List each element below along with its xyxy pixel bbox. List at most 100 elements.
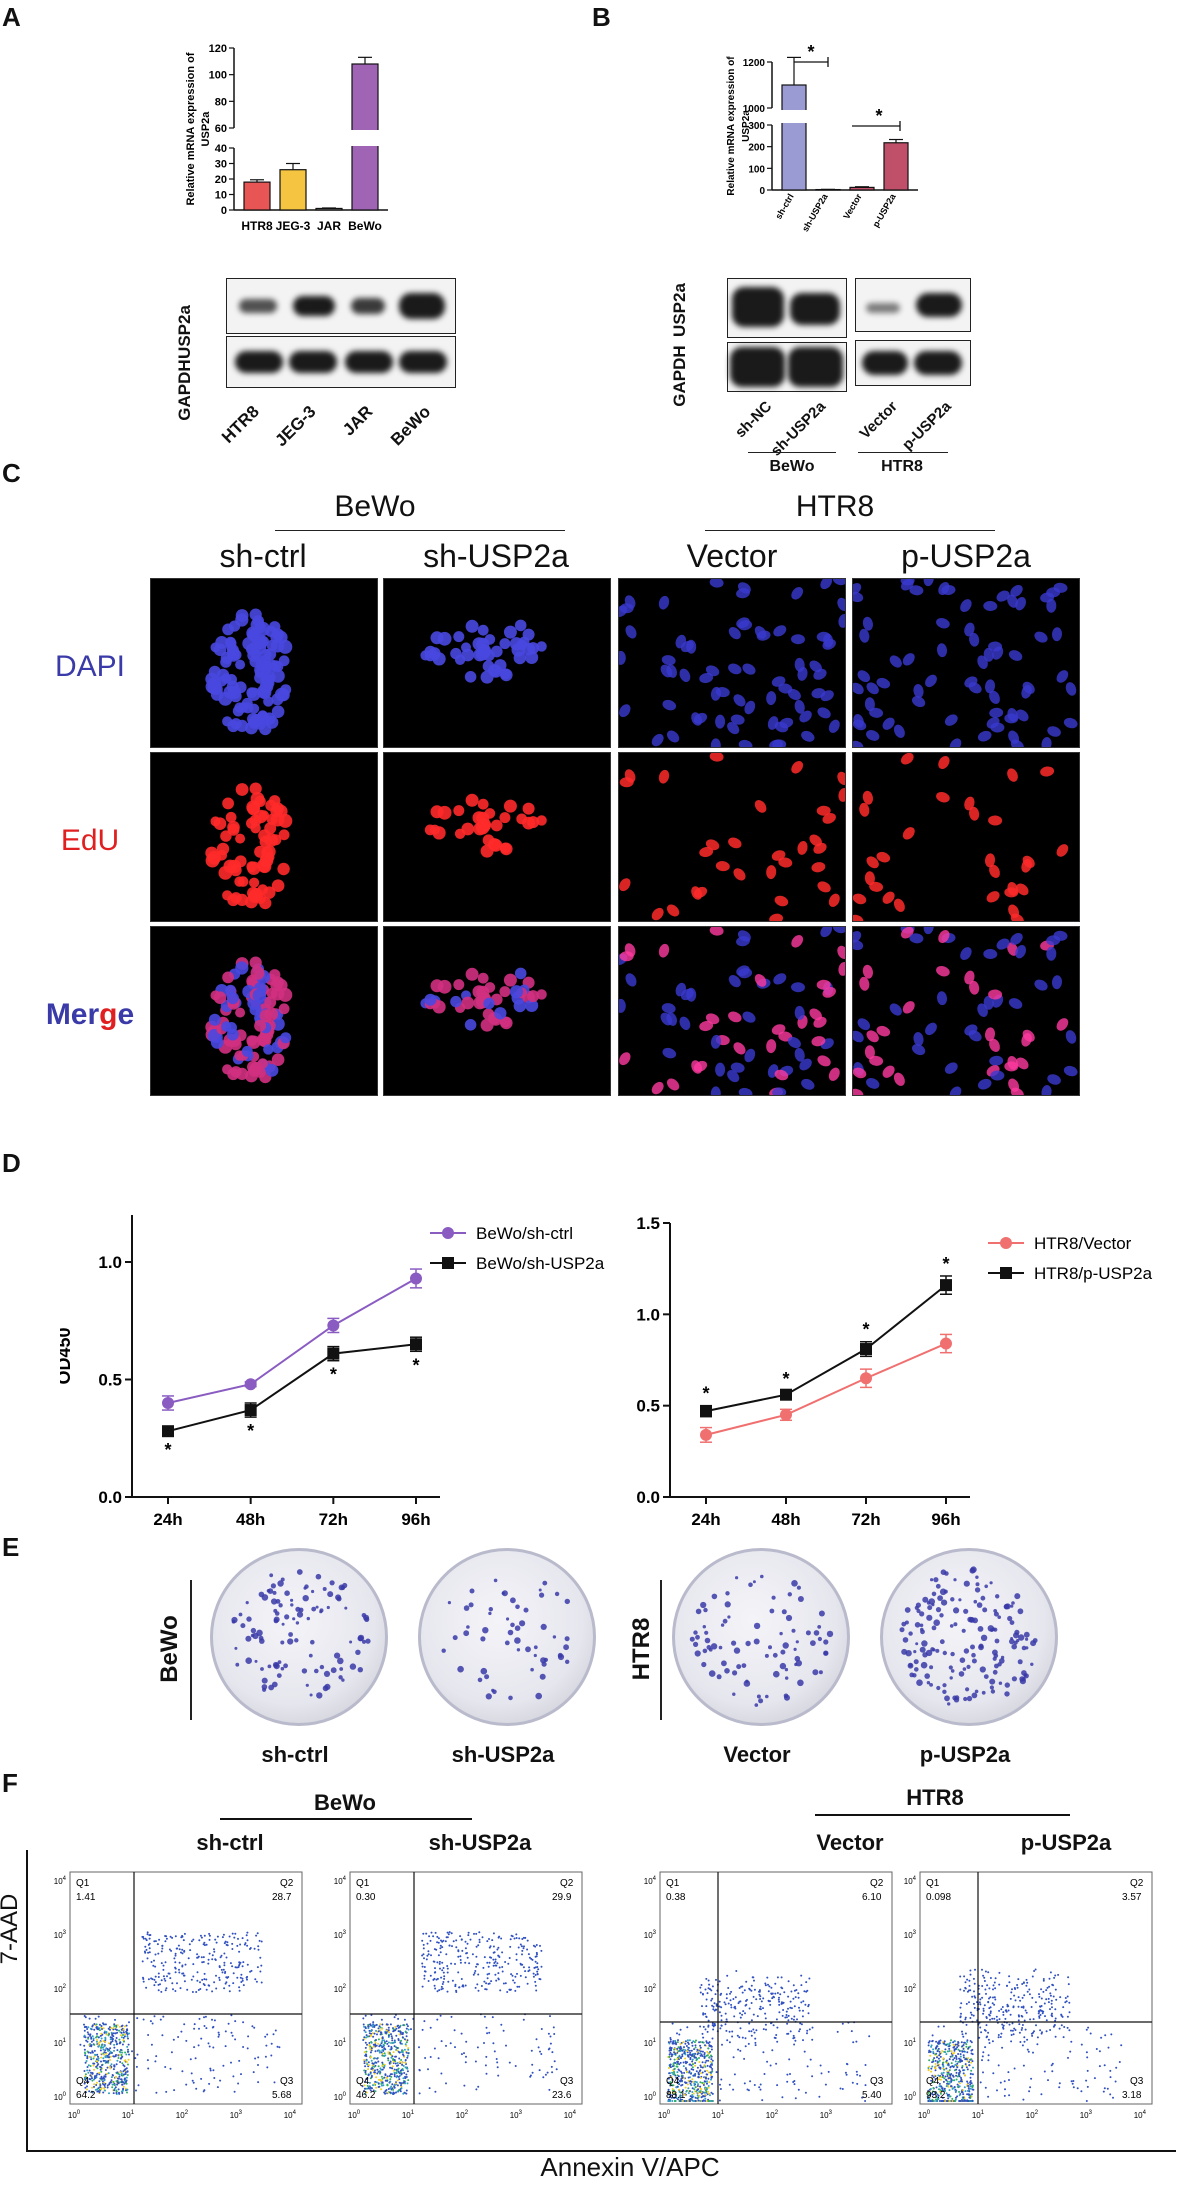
event (987, 2038, 990, 2041)
xtick-label: 48h (236, 1510, 265, 1525)
colony (267, 1588, 274, 1594)
event (952, 2058, 955, 2061)
event (519, 1943, 522, 1946)
event (949, 2074, 952, 2077)
event (112, 2027, 115, 2029)
event (937, 2064, 939, 2067)
event (690, 2072, 692, 2075)
event (1087, 2026, 1090, 2029)
event (365, 2036, 367, 2039)
colony (950, 1597, 955, 1602)
event (1025, 2011, 1028, 2014)
event (1023, 1994, 1026, 1997)
event (364, 2073, 367, 2076)
event (694, 2056, 697, 2059)
event (983, 1976, 986, 1979)
event (964, 2074, 966, 2077)
event (384, 2090, 387, 2092)
event (782, 2009, 785, 2011)
event (699, 2041, 702, 2043)
event (242, 1961, 245, 1964)
colony (812, 1669, 819, 1676)
xtick-label: 104 (874, 2110, 887, 2120)
legend-label: BeWo/sh-ctrl (476, 1224, 573, 1243)
event (483, 2015, 486, 2018)
blot-b-usp2a-htr8 (855, 278, 971, 332)
xtick-exp: 1 (721, 2110, 725, 2116)
colony (781, 1609, 787, 1615)
event (100, 2037, 103, 2040)
event (673, 2100, 676, 2102)
event (1051, 2070, 1054, 2073)
event (422, 1947, 425, 1950)
event (1067, 1983, 1070, 1986)
event (434, 1967, 436, 1970)
event (972, 2014, 975, 2017)
colony (974, 1689, 979, 1694)
event (153, 1940, 156, 1943)
event (719, 2027, 722, 2030)
event (932, 2093, 934, 2096)
event (521, 1949, 524, 1952)
colony (1021, 1670, 1027, 1676)
colony (305, 1683, 309, 1687)
event (946, 2070, 949, 2073)
ytick-label: 10 (215, 190, 227, 202)
event (237, 1966, 240, 1969)
event (109, 2028, 111, 2031)
event (1036, 2043, 1039, 2046)
event (927, 2089, 930, 2092)
event (1080, 2043, 1083, 2046)
event (407, 2028, 410, 2031)
event (938, 2082, 941, 2085)
event (970, 2013, 973, 2016)
event (709, 2094, 711, 2097)
event (104, 2023, 107, 2026)
colony (322, 1587, 327, 1591)
category-label: p-USP2a (871, 191, 899, 229)
event (787, 1980, 790, 1983)
event (89, 2027, 92, 2030)
event (710, 2076, 713, 2079)
event (238, 1961, 241, 1964)
event (260, 1981, 263, 1984)
event (707, 2059, 710, 2062)
event (703, 2091, 706, 2094)
event (739, 2016, 742, 2019)
event (207, 1958, 210, 1961)
event (765, 2028, 767, 2031)
event (539, 1944, 541, 1947)
event (1002, 2027, 1005, 2030)
colony (916, 1608, 921, 1614)
event (935, 2092, 938, 2094)
colony (269, 1573, 274, 1578)
event (135, 2065, 138, 2068)
event (384, 2048, 387, 2051)
event (512, 1979, 515, 1982)
event (373, 2071, 376, 2074)
point (162, 1425, 174, 1438)
event (692, 2068, 695, 2071)
event (1114, 2080, 1117, 2083)
event (276, 2045, 279, 2048)
event (1039, 2029, 1042, 2032)
event (1085, 2051, 1088, 2054)
colony (913, 1659, 919, 1665)
event (367, 2068, 370, 2071)
colony (931, 1625, 937, 1631)
colony (290, 1598, 294, 1602)
event (190, 1940, 193, 1943)
event (1019, 2041, 1022, 2043)
event (93, 2083, 96, 2086)
sig-star: * (942, 1254, 949, 1274)
event (534, 1984, 537, 1987)
colony (564, 1636, 570, 1642)
event (1043, 2070, 1046, 2073)
event (1002, 2013, 1005, 2016)
colony (919, 1623, 924, 1628)
ytick-label: 101 (904, 2038, 917, 2048)
event (118, 2075, 121, 2078)
event (125, 2032, 128, 2035)
event (162, 1964, 165, 1967)
event (667, 2088, 670, 2091)
